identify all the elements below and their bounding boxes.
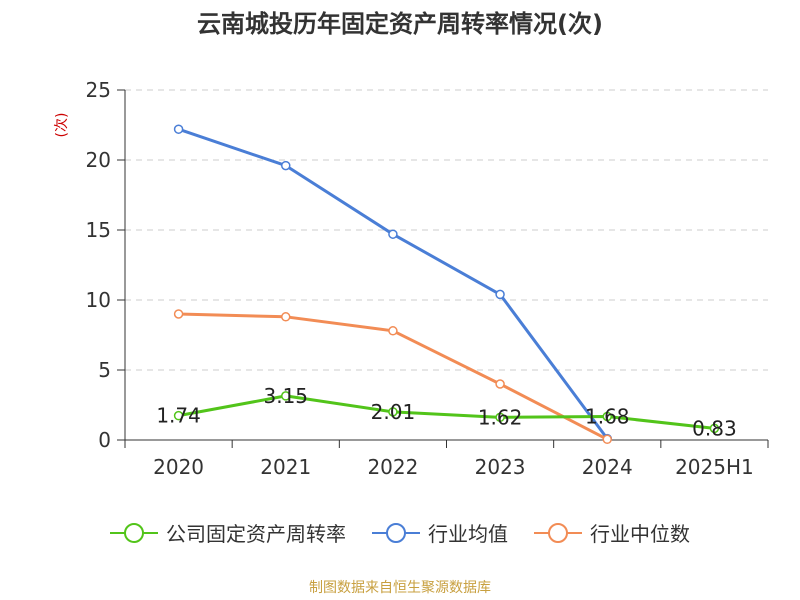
data-label: 2.01 [371,400,416,424]
y-tick-label: 10 [86,288,111,312]
data-point [495,289,505,300]
legend-marker-icon [534,522,582,543]
legend-label: 公司固定资产周转率 [166,522,346,546]
data-point [709,423,720,434]
data-label: 1.68 [585,404,630,428]
x-tick-label: 2024 [582,455,633,479]
y-tick-label: 5 [98,358,111,382]
data-point [173,124,184,134]
source-note: 制图数据来自恒生聚源数据库 [309,580,491,596]
data-label: 1.74 [156,404,201,428]
x-tick-label: 2022 [367,455,418,479]
x-tick-label: 2023 [475,455,526,479]
legend-item: 公司固定资产周转率 [110,518,346,547]
x-tick-label: 2021 [260,455,311,479]
legend-marker-icon [372,522,420,543]
data-point [173,410,184,421]
legend: 公司固定资产周转率 行业均值 行业中位数 [0,518,800,547]
data-point [388,407,398,417]
data-point [281,312,291,322]
series-line [178,394,715,430]
data-point [388,326,398,336]
data-label: 3.15 [263,384,308,408]
x-tick-label: 2025H1 [675,455,754,479]
legend-label: 行业中位数 [590,522,690,546]
y-tick-label: 25 [86,78,111,102]
y-axis-label: (次) [54,113,70,138]
data-point [495,412,505,423]
x-tick-label: 2020 [153,455,204,479]
legend-item: 行业均值 [372,518,508,547]
y-tick-label: 15 [86,218,111,242]
legend-label: 行业均值 [428,522,508,546]
chart-title: 云南城投历年固定资产周转率情况(次) [197,10,603,38]
data-point [388,229,398,239]
data-label: 0.83 [692,416,737,440]
data-point [602,411,612,422]
data-point [602,434,612,445]
y-tick-label: 0 [98,428,111,452]
data-label: 1.62 [478,405,523,429]
data-point [495,379,505,389]
legend-item: 行业中位数 [534,518,690,547]
data-point [281,160,291,171]
data-point [281,391,291,401]
data-point [173,309,184,319]
legend-marker-icon [110,522,158,543]
y-tick-label: 20 [86,148,111,172]
series-line [178,127,609,440]
